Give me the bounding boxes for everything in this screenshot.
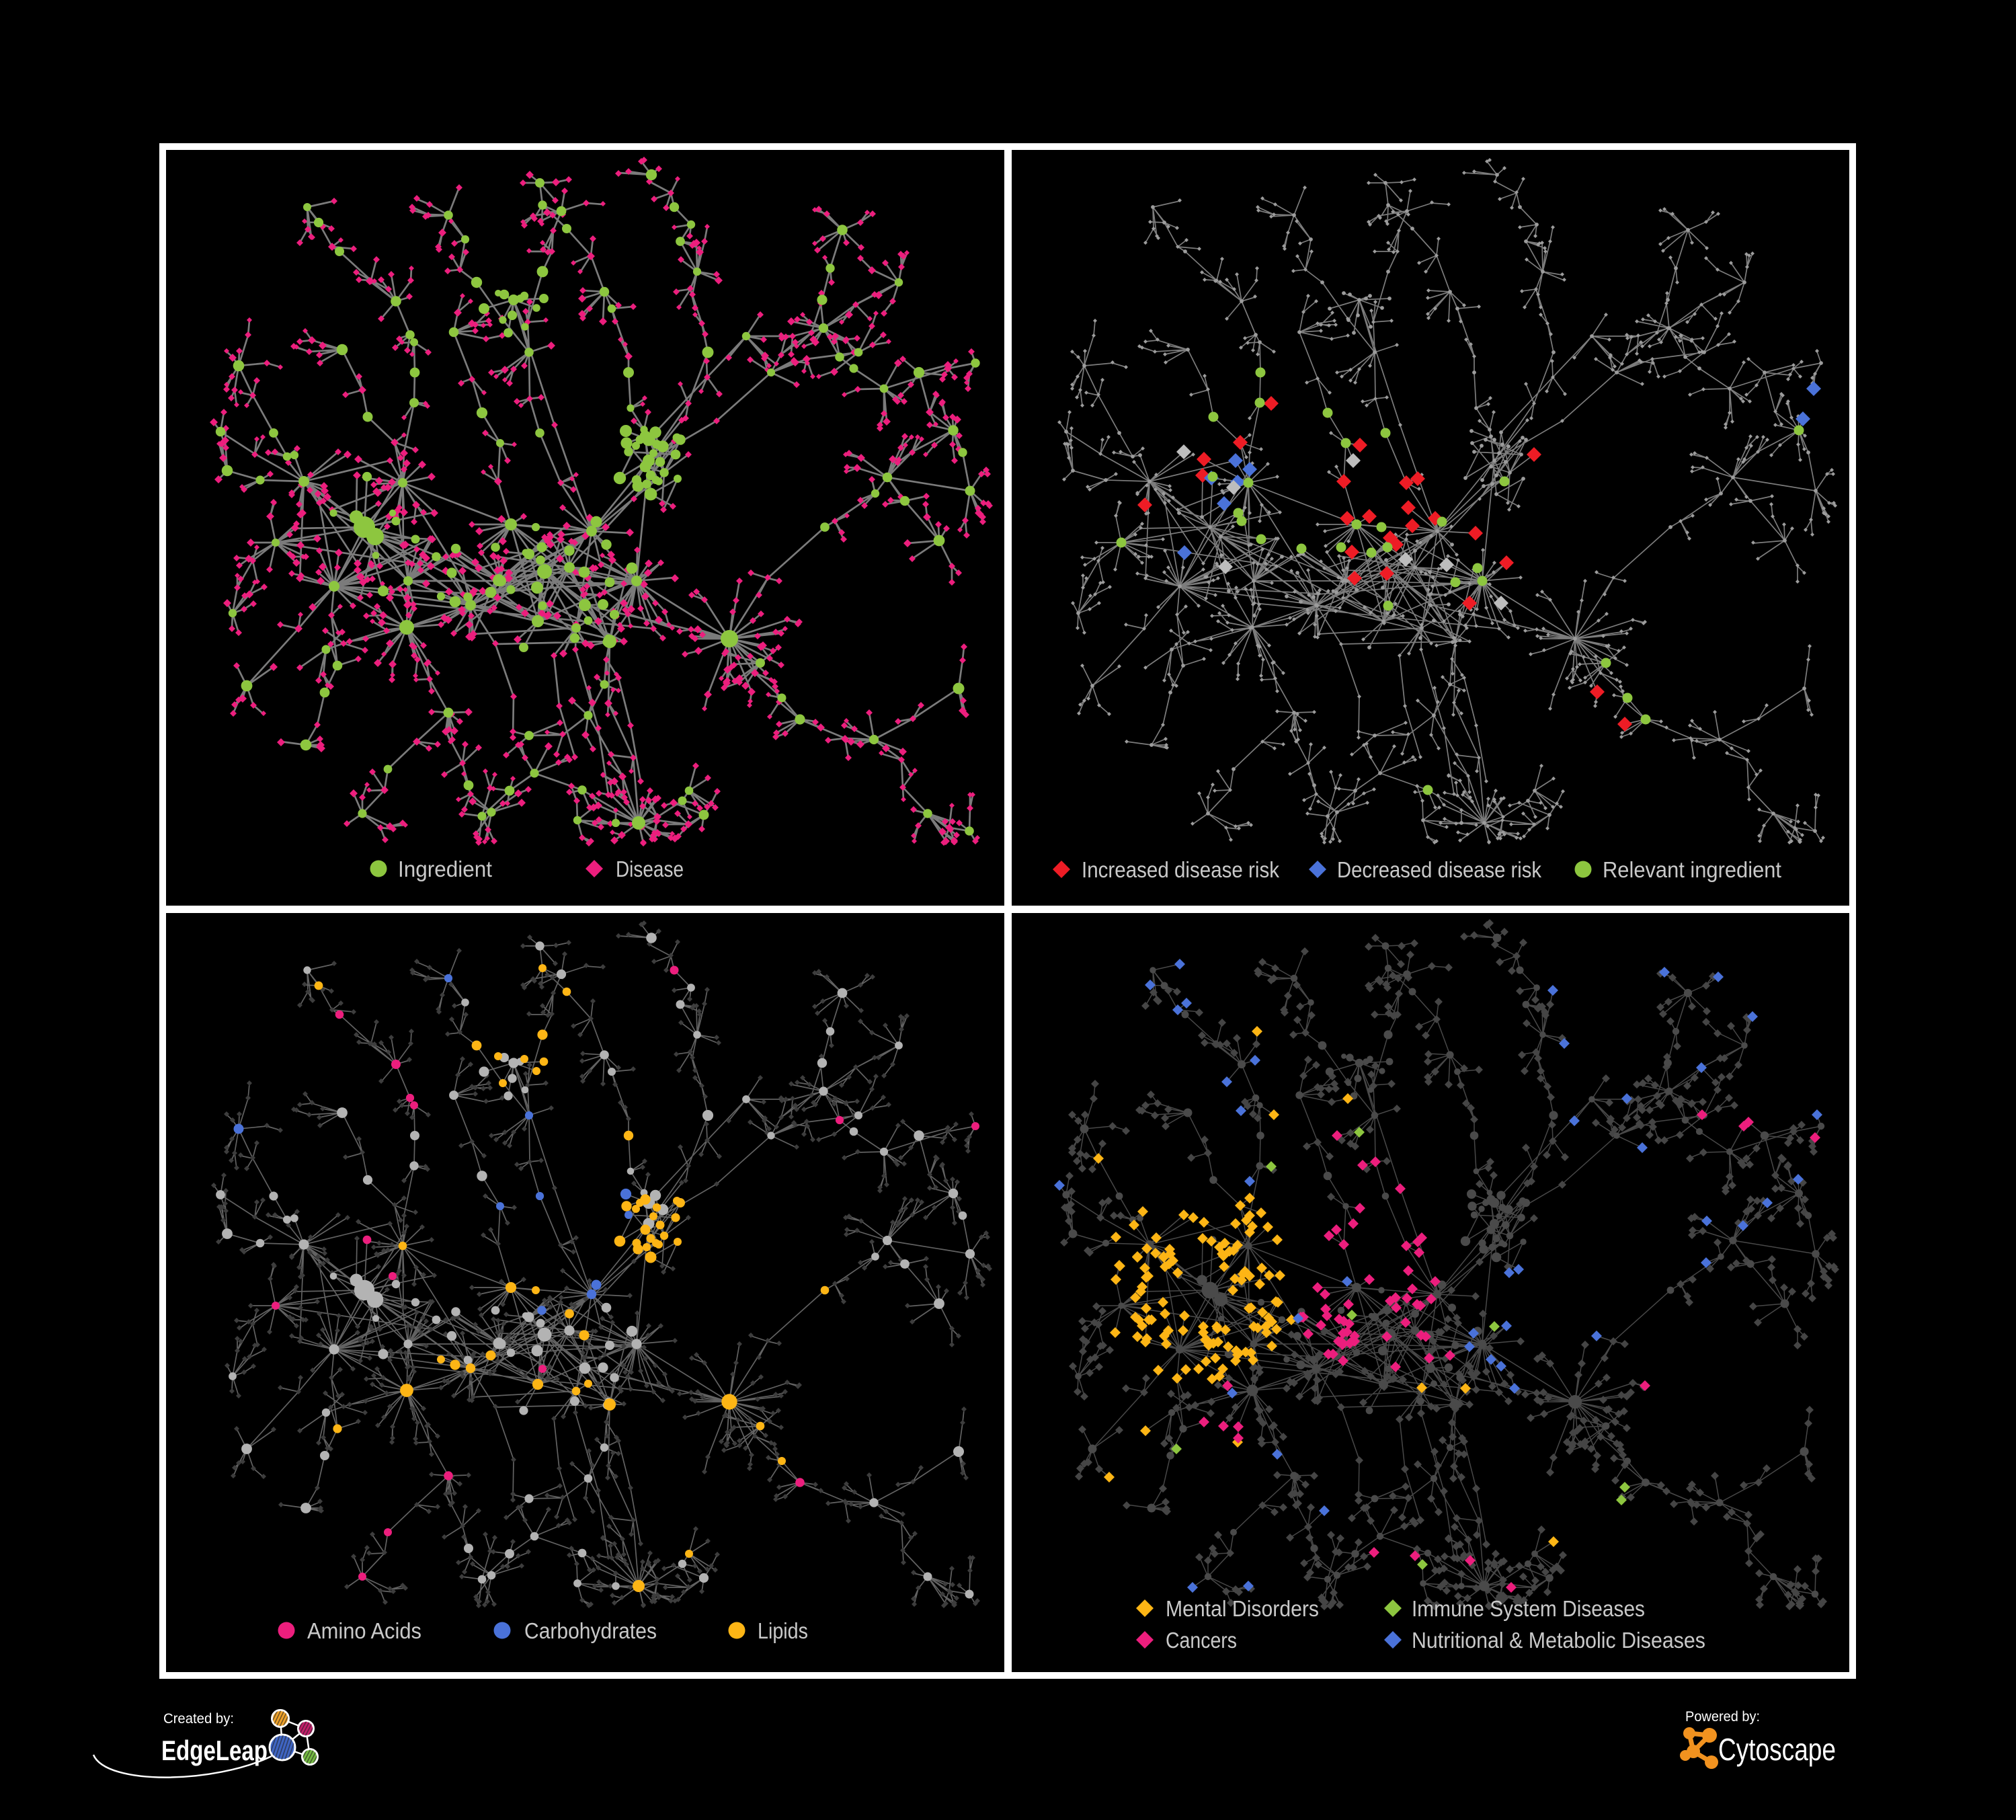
svg-text:Cytoscape: Cytoscape bbox=[1718, 1732, 1836, 1767]
svg-text:Ingredient: Ingredient bbox=[398, 857, 492, 881]
svg-text:Mental Disorders: Mental Disorders bbox=[1166, 1596, 1319, 1621]
svg-text:EdgeLeap: EdgeLeap bbox=[161, 1735, 268, 1766]
svg-text:Created by:: Created by: bbox=[163, 1711, 234, 1727]
svg-text:Relevant ingredient: Relevant ingredient bbox=[1603, 857, 1781, 882]
svg-text:Nutritional & Metabolic Diseas: Nutritional & Metabolic Diseases bbox=[1412, 1628, 1705, 1653]
svg-text:Immune System Diseases: Immune System Diseases bbox=[1412, 1596, 1645, 1621]
svg-text:Increased disease risk: Increased disease risk bbox=[1082, 857, 1279, 882]
svg-text:Decreased disease risk: Decreased disease risk bbox=[1337, 857, 1541, 882]
svg-text:Powered by:: Powered by: bbox=[1685, 1709, 1760, 1725]
svg-text:Lipids: Lipids bbox=[758, 1618, 808, 1643]
svg-text:Cancers: Cancers bbox=[1166, 1628, 1237, 1653]
svg-text:Disease: Disease bbox=[616, 857, 684, 881]
svg-text:Amino Acids: Amino Acids bbox=[307, 1618, 421, 1643]
svg-text:Carbohydrates: Carbohydrates bbox=[524, 1618, 657, 1643]
